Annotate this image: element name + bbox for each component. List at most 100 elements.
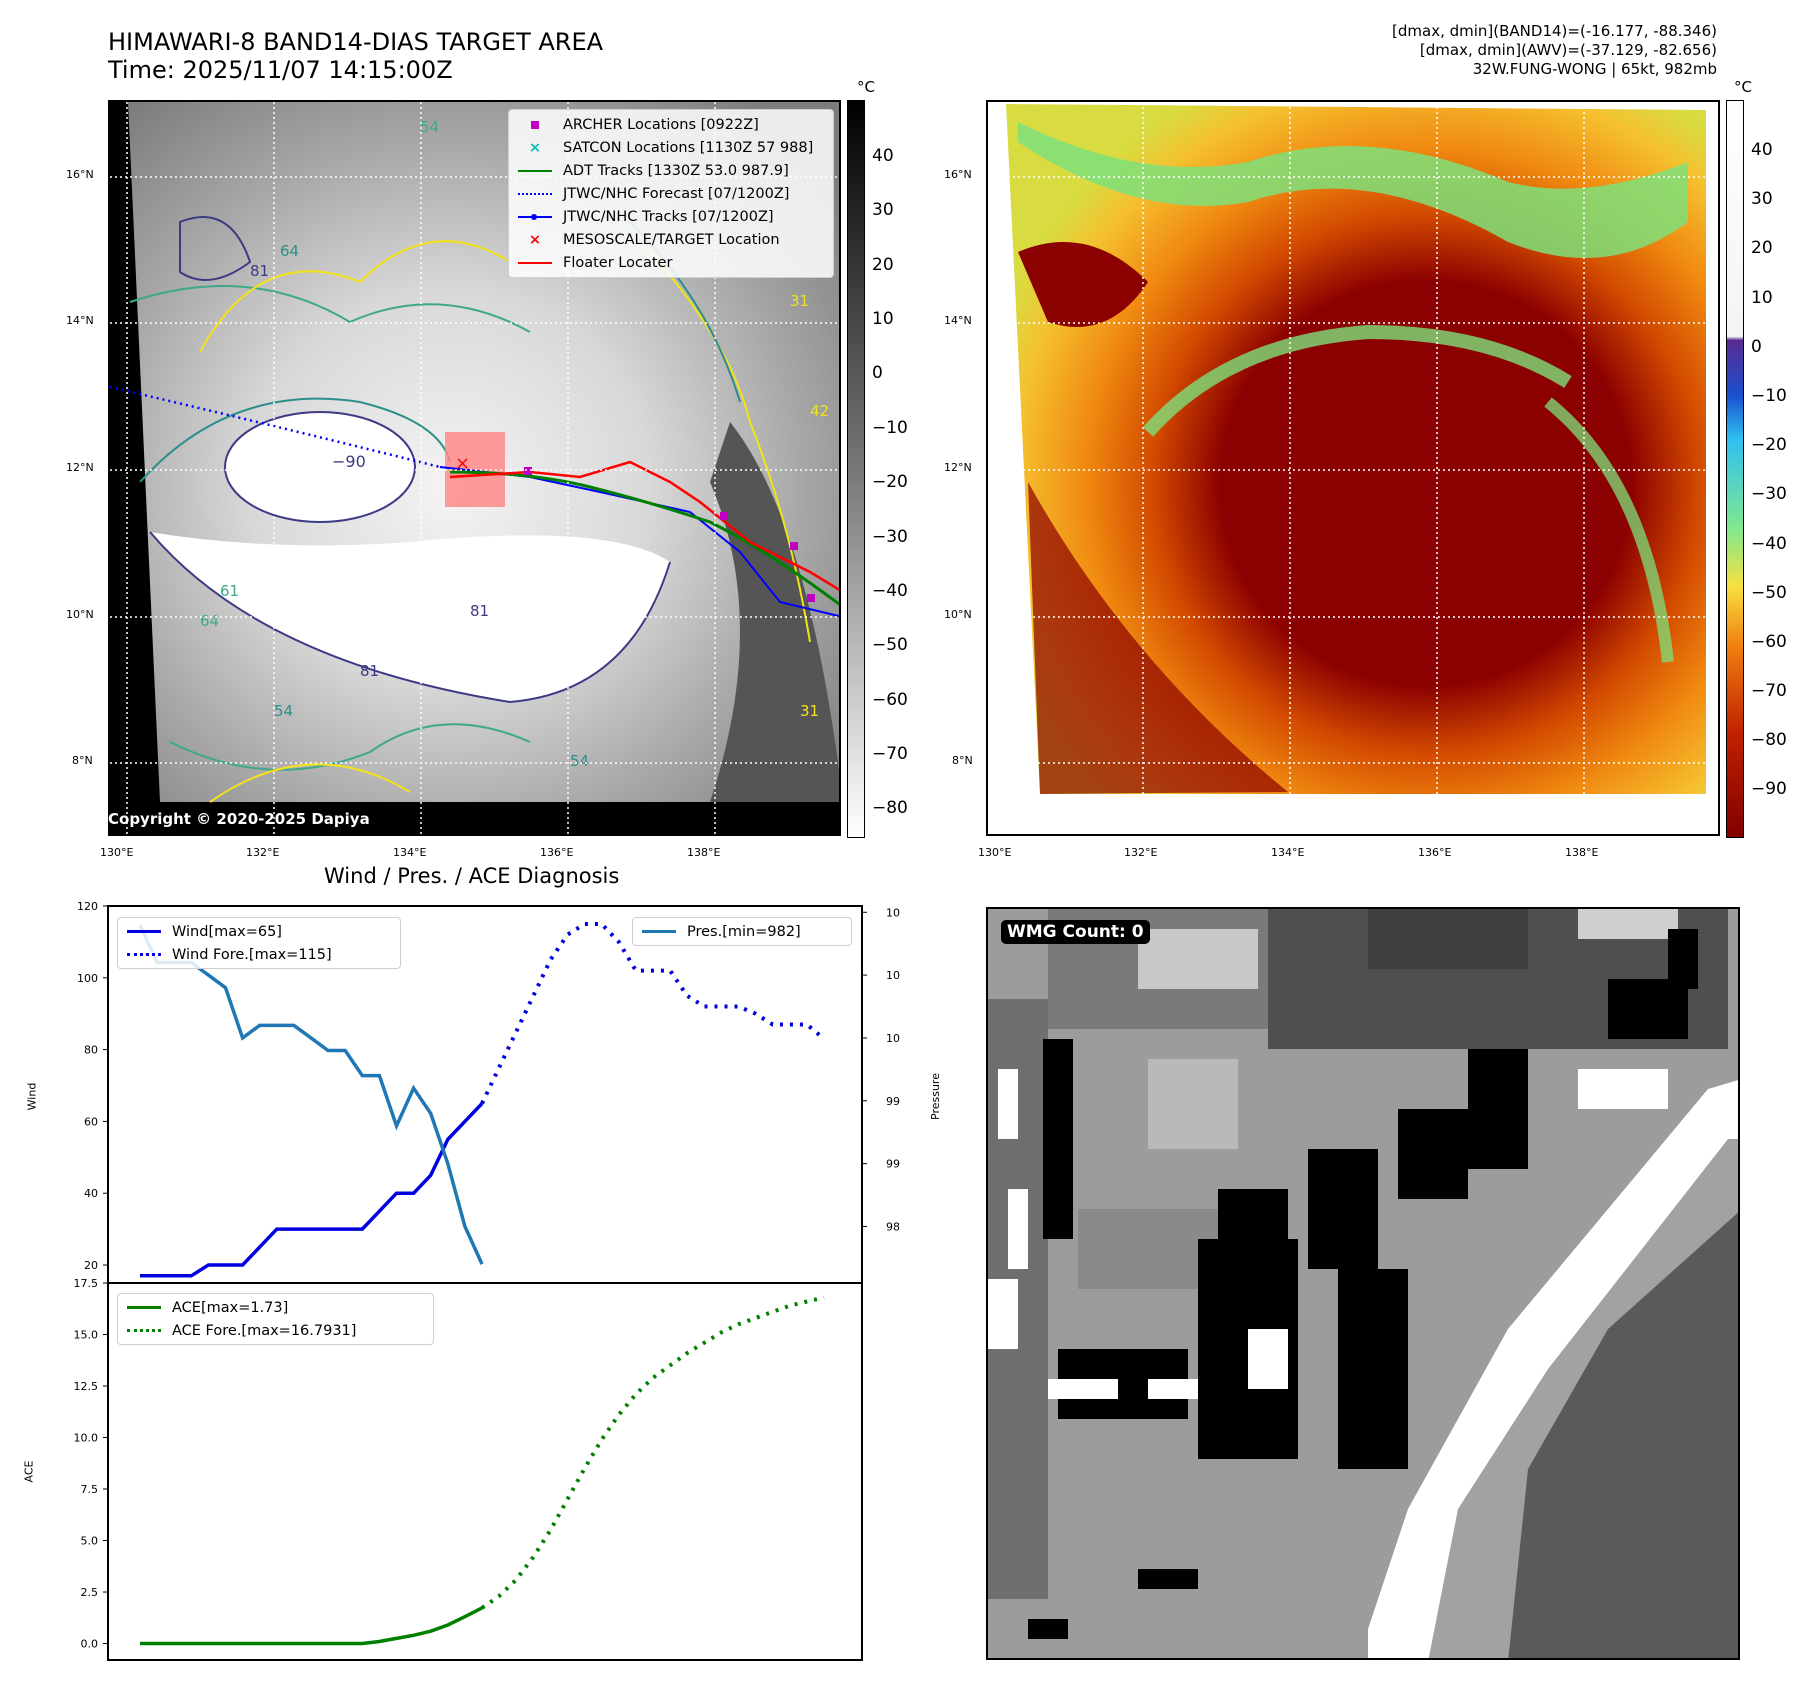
colorbar-tick: 0 [1751,337,1762,357]
pressure-tick-label: 1000 [886,1032,900,1045]
dotted-line-icon [124,949,164,961]
colorbar-tick: −30 [1751,484,1787,504]
lon-tick: 132°E [1124,846,1158,859]
colorbar-tick: −80 [872,798,908,818]
legend-label: JTWC/NHC Tracks [07/1200Z] [563,208,774,225]
colorbar-tick: −10 [872,418,908,438]
lon-tick: 134°E [1271,846,1305,859]
contour-label: −90 [332,452,366,471]
lon-tick: 136°E [540,846,574,859]
legend-item-wind: Wind[max=65] [118,920,400,943]
legend-item-adt: ADT Tracks [1330Z 53.0 987.9] [509,159,833,182]
stats-awv: [dmax, dmin](AWV)=(-37.129, -82.656) [1419,41,1717,59]
colorbar-tick: 40 [1751,140,1773,160]
wmg-count-badge: WMG Count: 0 [1001,920,1150,944]
x-marker-icon: × [528,231,542,248]
stats-block: [dmax, dmin](BAND14)=(-16.177, -88.346) … [1392,22,1717,79]
square-marker-icon [515,119,555,131]
pressure-legend: Pres.[min=982] [632,917,852,946]
series-line-0 [140,1102,484,1278]
colorbar-tick: −20 [872,472,908,492]
contour-label: 64 [280,242,300,260]
legend-item-floater: Floater Locater [509,251,833,274]
ir-legend: ARCHER Locations [0922Z] × SATCON Locatio… [508,109,834,278]
ace-tick-label: 10.0 [74,1432,99,1445]
wind-tick-label: 40 [84,1187,98,1200]
legend-item-satcon: × SATCON Locations [1130Z 57 988] [509,136,833,159]
ace-axis-label: ACE [22,1460,36,1483]
lon-tick: 138°E [687,846,721,859]
legend-item-pressure: Pres.[min=982] [633,920,851,943]
wmg-image [988,909,1738,1658]
dotted-line-icon [124,1325,164,1337]
pressure-tick-label: 995 [886,1095,900,1108]
legend-label: ACE Fore.[max=16.7931] [172,1322,357,1339]
legend-label: ARCHER Locations [0922Z] [563,116,759,133]
copyright-text: Copyright © 2020-2025 Dapiya [108,810,370,828]
colorbar-tick: −50 [1751,583,1787,603]
pressure-tick-label: 985 [886,1220,900,1233]
storm-info: 32W.FUNG-WONG | 65kt, 982mb [1472,60,1717,78]
wind-tick-label: 60 [84,1115,98,1128]
contour-label: 64 [200,612,220,630]
line-dot-icon [515,211,555,223]
line-marker-icon [124,1302,164,1314]
lat-tick: 12°N [66,461,94,474]
legend-item-jtwc-tracks: JTWC/NHC Tracks [07/1200Z] [509,205,833,228]
colorbar-tick: −40 [872,581,908,601]
lon-tick: 134°E [393,846,427,859]
awv-colorbar-unit: °C [1734,78,1752,96]
lat-tick: 8°N [72,754,93,767]
wind-tick-label: 20 [84,1259,98,1272]
colorbar-tick: 0 [872,363,883,383]
ir-colorbar [847,100,865,838]
legend-label: Pres.[min=982] [687,923,801,940]
pressure-axis-label: Pressure [928,1073,942,1120]
contour-label: 54 [570,752,590,770]
wind-tick-label: 100 [77,972,98,985]
dotted-line-icon [515,188,555,200]
figure-title: HIMAWARI-8 BAND14-DIAS TARGET AREA Time:… [108,28,603,84]
lat-tick: 14°N [944,314,972,327]
legend-item-mesoscale: × MESOSCALE/TARGET Location [509,228,833,251]
lat-tick: 16°N [944,168,972,181]
legend-label: ADT Tracks [1330Z 53.0 987.9] [563,162,789,179]
colorbar-tick: −70 [872,744,908,764]
pressure-tick-label: 1005 [886,969,900,982]
legend-label: Floater Locater [563,254,673,271]
wind-axis-label: Wind [25,1082,39,1111]
title-line-1: HIMAWARI-8 BAND14-DIAS TARGET AREA [108,28,604,56]
contour-label: 31 [790,292,810,310]
legend-item-ace-forecast: ACE Fore.[max=16.7931] [118,1319,433,1342]
colorbar-tick: 20 [872,255,894,275]
contour-label: 42 [810,402,830,420]
colorbar-tick: 30 [1751,189,1773,209]
legend-label: Wind Fore.[max=115] [172,946,332,963]
legend-label: SATCON Locations [1130Z 57 988] [563,139,814,156]
contour-label: 81 [360,662,380,680]
series-line-1 [480,922,826,1105]
target-marker: × [455,453,470,474]
contour-label: 54 [420,118,440,136]
legend-item-archer: ARCHER Locations [0922Z] [509,113,833,136]
series-line-2 [138,924,484,1265]
ace-tick-label: 2.5 [81,1586,99,1599]
stats-band14: [dmax, dmin](BAND14)=(-16.177, -88.346) [1392,22,1717,40]
colorbar-tick: −70 [1751,681,1787,701]
colorbar-tick: −60 [872,690,908,710]
lon-tick: 138°E [1565,846,1599,859]
contour-label: 81 [250,262,270,280]
colorbar-tick: −60 [1751,632,1787,652]
lat-tick: 16°N [66,168,94,181]
colorbar-tick: 20 [1751,238,1773,258]
legend-label: Wind[max=65] [172,923,282,940]
legend-item-jtwc-forecast: JTWC/NHC Forecast [07/1200Z] [509,182,833,205]
title-line-2: Time: 2025/11/07 14:15:00Z [108,56,453,84]
pressure-tick-label: 990 [886,1158,900,1171]
ace-tick-label: 17.5 [74,1277,99,1290]
lon-tick: 132°E [246,846,280,859]
line-marker-icon [124,926,164,938]
line-marker-icon [515,165,555,177]
lat-tick: 14°N [66,314,94,327]
